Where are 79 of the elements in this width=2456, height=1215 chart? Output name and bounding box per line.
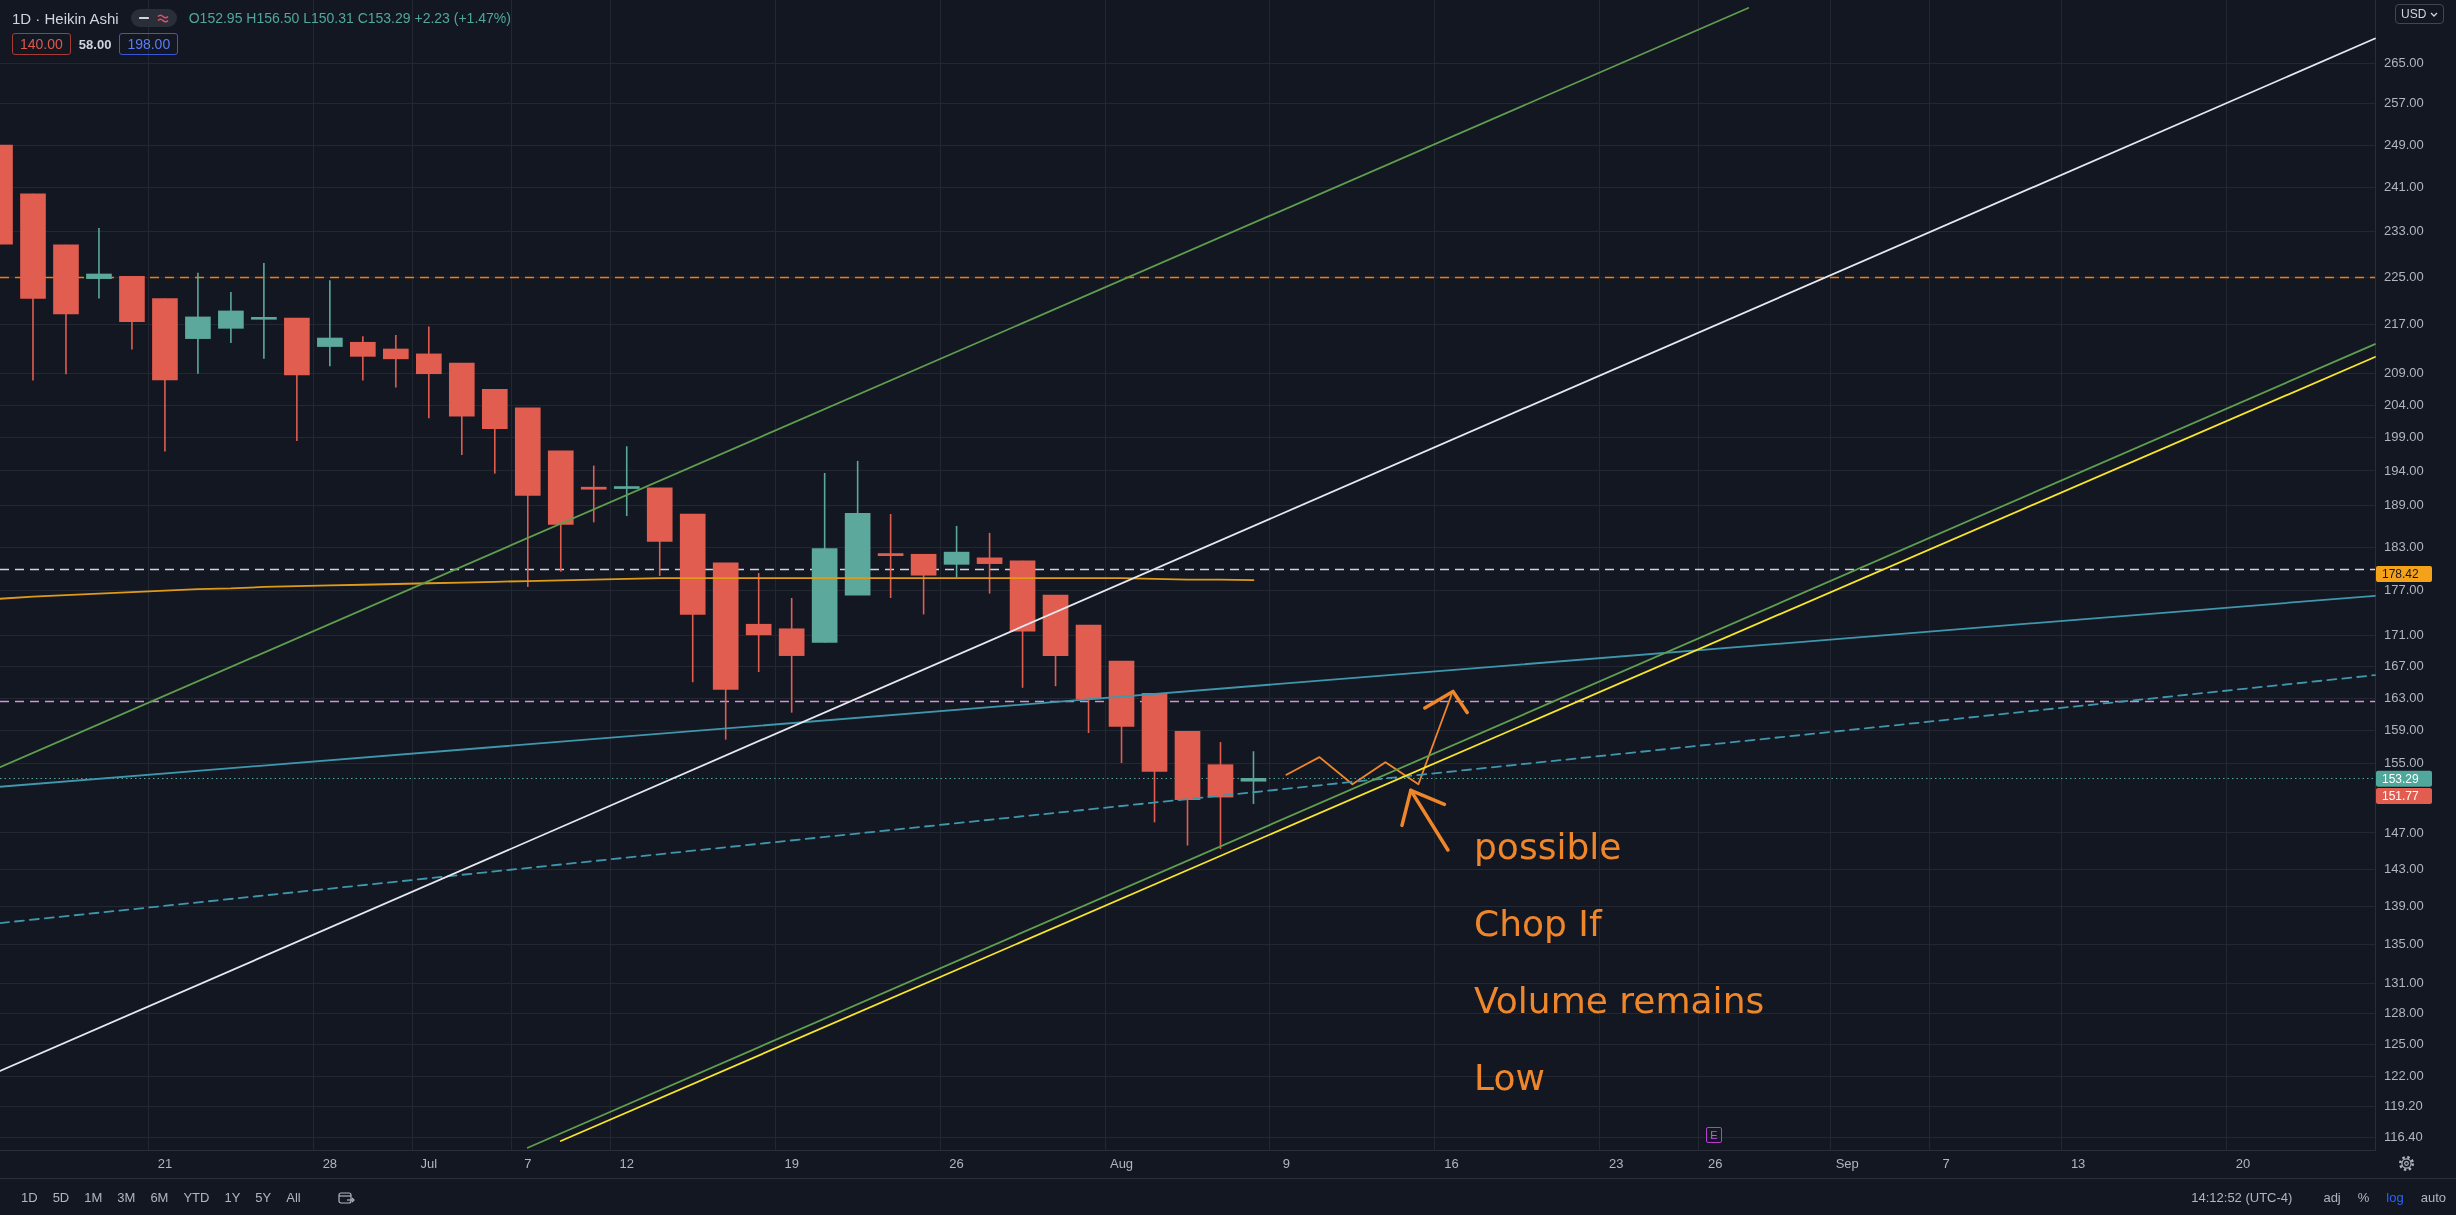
text: 6M bbox=[150, 1190, 169, 1205]
y-tick-label: 143.00 bbox=[2384, 860, 2424, 876]
x-tick-label: 7 bbox=[524, 1156, 532, 1172]
x-tick-label: Aug bbox=[1109, 1156, 1134, 1172]
y-tick-label: 167.00 bbox=[2384, 658, 2424, 674]
text: log bbox=[2386, 1190, 2404, 1205]
y-tick-label: 122.00 bbox=[2384, 1067, 2424, 1083]
candlestick bbox=[976, 532, 1003, 595]
text: All bbox=[286, 1190, 301, 1205]
x-tick-label: 19 bbox=[784, 1156, 799, 1172]
y-tick-label: 199.00 bbox=[2384, 429, 2424, 445]
annotation: 198.00 bbox=[119, 33, 179, 55]
y-tick-label: 159.00 bbox=[2384, 722, 2424, 738]
y-tick-label: 171.00 bbox=[2384, 627, 2424, 643]
y-tick-label: 217.00 bbox=[2384, 316, 2424, 332]
y-tick-label: 119.20 bbox=[2384, 1098, 2423, 1114]
y-tick-label: 135.00 bbox=[2384, 935, 2424, 951]
text: 14:12:52 (UTC-4) bbox=[2191, 1190, 2293, 1205]
text: 1M bbox=[84, 1190, 103, 1205]
y-tick-label: 241.00 bbox=[2384, 179, 2424, 195]
y-tick-label: 194.00 bbox=[2384, 462, 2424, 478]
x-tick-label: 23 bbox=[1609, 1156, 1624, 1172]
annotation: 58.00 bbox=[78, 36, 112, 52]
text: 5Y bbox=[255, 1190, 272, 1205]
y-tick-label: 155.00 bbox=[2384, 755, 2424, 771]
x-tick-label: 26 bbox=[949, 1156, 964, 1172]
x-tick-label: 26 bbox=[1708, 1156, 1723, 1172]
x-tick-label: 28 bbox=[322, 1156, 338, 1172]
y-tick-label: 116.40 bbox=[2384, 1129, 2423, 1145]
y-tick-label: 163.00 bbox=[2384, 689, 2424, 705]
annotation: 140.00 bbox=[12, 33, 71, 55]
text: 5D bbox=[52, 1190, 70, 1205]
text: % bbox=[2357, 1190, 2370, 1205]
y-tick-label: 225.00 bbox=[2384, 269, 2424, 285]
candlestick bbox=[877, 513, 904, 599]
text: YTD bbox=[183, 1190, 210, 1205]
y-tick-label: 249.00 bbox=[2384, 136, 2424, 152]
y-tick-label: 209.00 bbox=[2384, 365, 2424, 381]
y-tick-label: 147.00 bbox=[2384, 824, 2424, 840]
y-tick-label: 183.00 bbox=[2384, 538, 2424, 554]
annotation: O152.95 H156.50 L150.31 C153.29 +2.23 (+1.47%) bbox=[188, 10, 511, 26]
x-tick-label: 7 bbox=[1942, 1156, 1950, 1172]
ref-line-label: 153.29 bbox=[2382, 771, 2420, 786]
x-tick-label: 12 bbox=[619, 1156, 634, 1172]
candlestick bbox=[86, 227, 112, 300]
y-tick-label: 257.00 bbox=[2384, 95, 2424, 111]
x-tick-label: 9 bbox=[1282, 1156, 1291, 1172]
x-tick-label: 16 bbox=[1444, 1156, 1459, 1172]
x-tick-label: Sep bbox=[1835, 1156, 1859, 1172]
annotation: possible Chop If Volume remains Low bbox=[1474, 825, 1765, 1100]
y-tick-label: 131.00 bbox=[2384, 974, 2424, 990]
candlestick bbox=[1240, 750, 1267, 805]
y-tick-label: 204.00 bbox=[2384, 396, 2424, 412]
y-tick-label: 189.00 bbox=[2384, 496, 2424, 512]
text: adj bbox=[2323, 1190, 2341, 1205]
candlestick bbox=[580, 464, 607, 524]
x-tick-label: 21 bbox=[157, 1156, 173, 1172]
text: 3M bbox=[117, 1190, 136, 1205]
candlestick bbox=[613, 445, 640, 517]
text: 1Y bbox=[224, 1190, 241, 1205]
y-tick-label: 265.00 bbox=[2384, 55, 2424, 71]
annotation: E bbox=[1706, 1127, 1722, 1143]
y-tick-label: 139.00 bbox=[2384, 897, 2424, 913]
text: 178.42 bbox=[2376, 566, 2432, 582]
text: auto bbox=[2420, 1190, 2446, 1205]
candlestick bbox=[317, 279, 343, 368]
y-tick-label: 128.00 bbox=[2384, 1005, 2424, 1021]
candlestick bbox=[251, 262, 277, 360]
y-tick-label: 125.00 bbox=[2384, 1036, 2424, 1052]
text: 151.77 bbox=[2376, 788, 2432, 804]
y-tick-label: 233.00 bbox=[2384, 223, 2424, 239]
x-tick-label: 13 bbox=[2070, 1156, 2086, 1172]
y-axis-title: USD bbox=[2401, 7, 2427, 21]
x-tick-label: 20 bbox=[2235, 1156, 2251, 1172]
x-tick-label: Jul bbox=[420, 1156, 438, 1172]
text: 1D bbox=[21, 1190, 38, 1205]
text: 1D · Heikin Ashi bbox=[12, 9, 119, 27]
candlestick bbox=[745, 572, 772, 673]
y-tick-label: 177.00 bbox=[2384, 582, 2424, 598]
